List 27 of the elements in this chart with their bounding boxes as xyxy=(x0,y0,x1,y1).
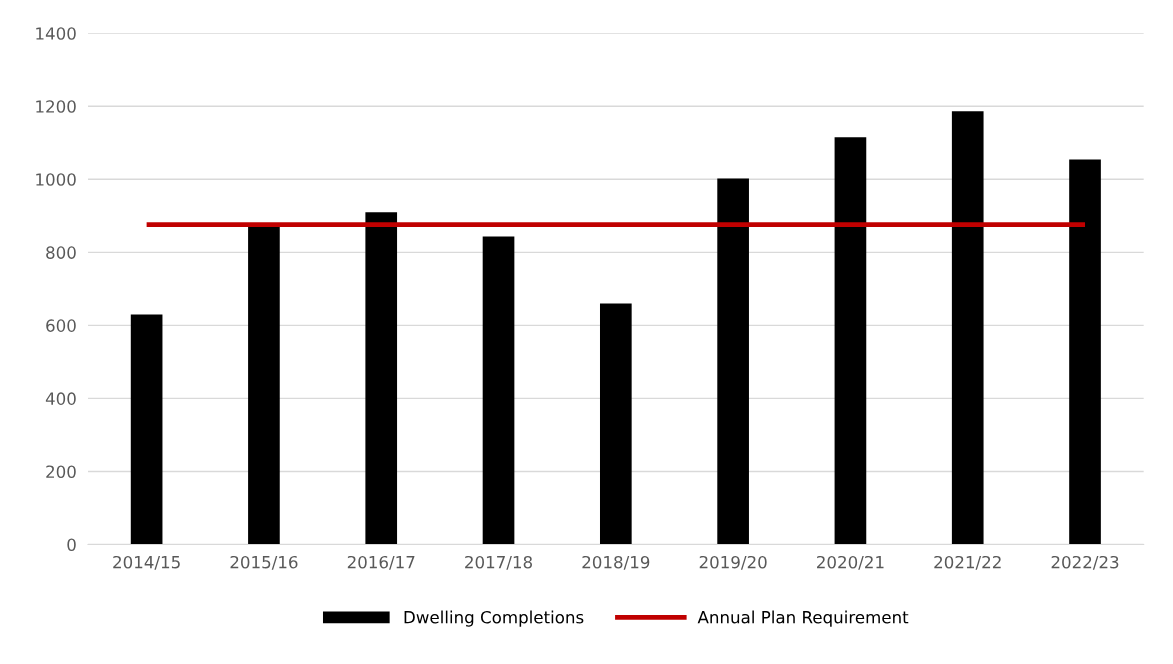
bar xyxy=(1069,159,1101,545)
y-tick-label: 800 xyxy=(46,246,76,259)
y-tick-label: 600 xyxy=(46,319,76,332)
bar xyxy=(365,212,398,545)
y-tick-label: 1400 xyxy=(36,27,76,40)
y-tick-label: 0 xyxy=(67,538,76,552)
bar xyxy=(717,178,749,545)
x-tick-label: 2017/18 xyxy=(465,555,532,570)
x-tick-label: 2019/20 xyxy=(699,555,767,570)
bar xyxy=(951,111,984,545)
y-tick-label: 1000 xyxy=(36,173,76,186)
x-tick-label: 2016/17 xyxy=(347,555,415,570)
bar xyxy=(599,303,632,545)
x-tick-label: 2014/15 xyxy=(113,555,180,570)
x-tick-label: 2018/19 xyxy=(582,555,650,570)
y-tick-label: 200 xyxy=(46,465,76,479)
y-tick-label: 1200 xyxy=(36,100,76,113)
x-tick-label: 2022/23 xyxy=(1051,555,1119,570)
x-tick-label: 2015/16 xyxy=(230,555,298,570)
bar xyxy=(482,236,515,545)
x-tick-label: 2020/21 xyxy=(817,555,884,570)
bar xyxy=(130,314,163,545)
legend-label: Annual Plan Requirement xyxy=(697,610,909,627)
bar xyxy=(834,137,867,545)
x-tick-label: 2021/22 xyxy=(934,555,1001,570)
legend-label: Dwelling Completions xyxy=(404,610,584,627)
y-tick-label: 400 xyxy=(45,392,76,405)
